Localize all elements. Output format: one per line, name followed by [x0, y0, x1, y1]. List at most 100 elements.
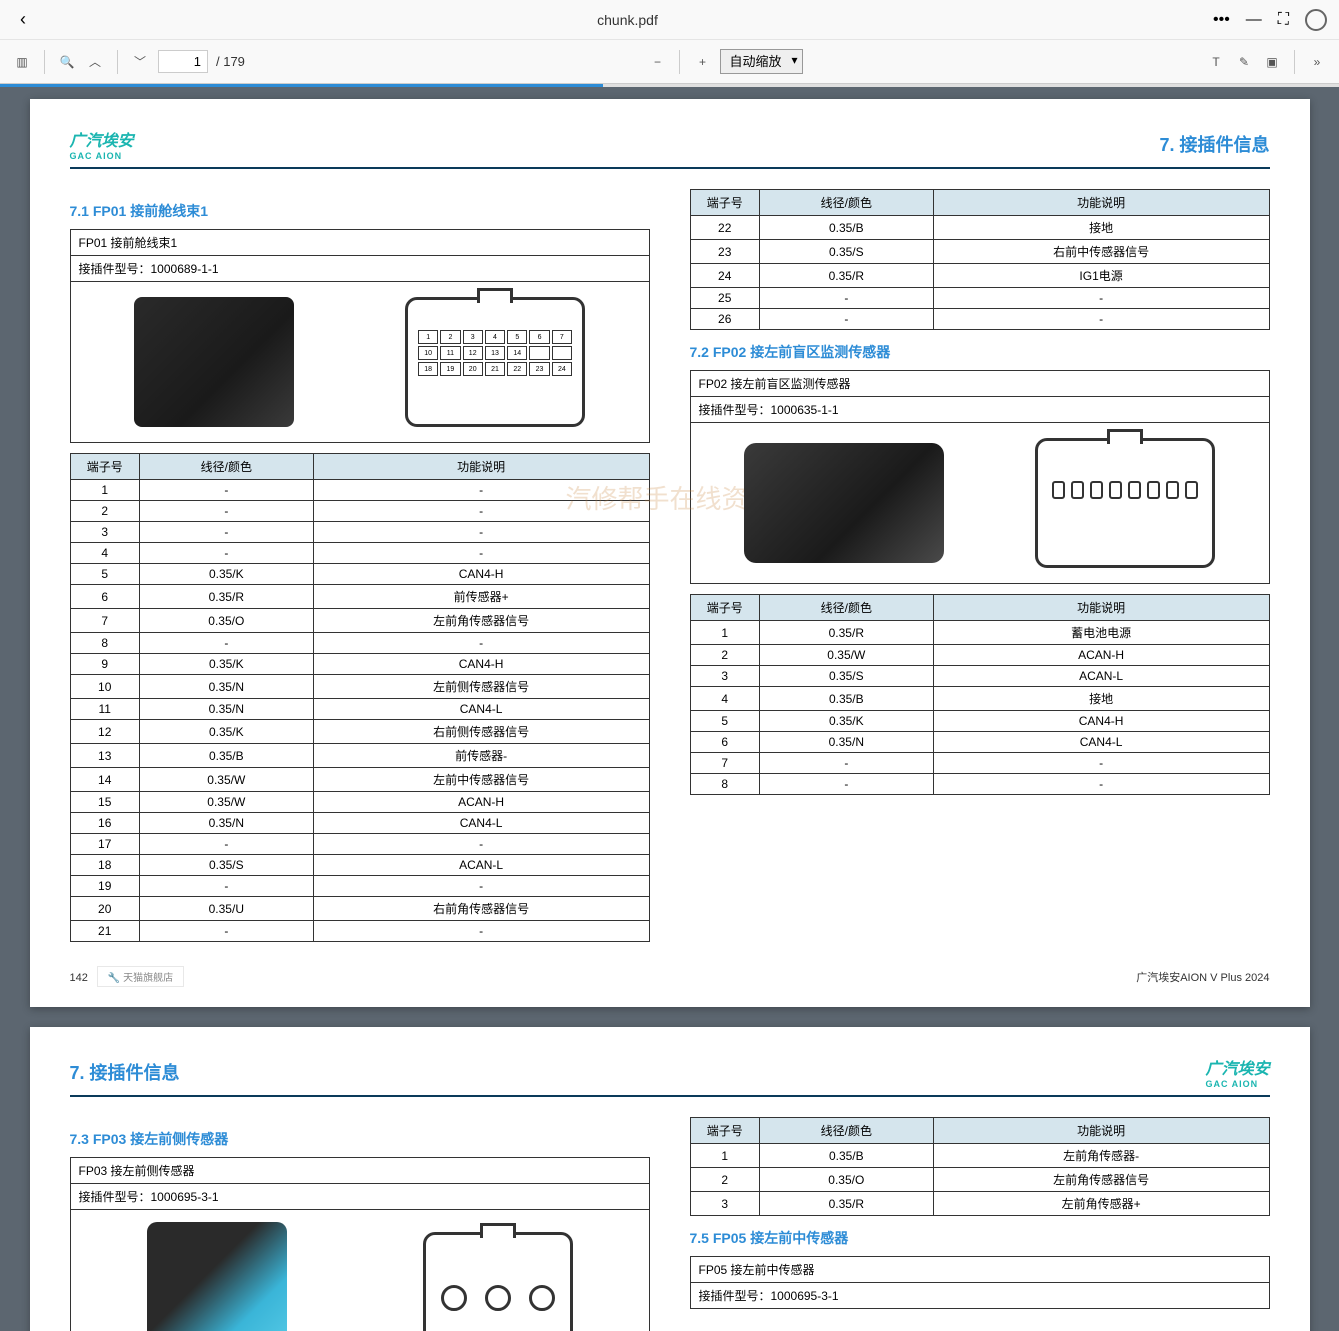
- table-cell: -: [313, 876, 649, 897]
- page-number: 142: [70, 972, 88, 984]
- zoom-select[interactable]: 自动缩放: [720, 49, 803, 74]
- table-cell: 6: [690, 732, 759, 753]
- page-number-input[interactable]: [158, 50, 208, 73]
- table-cell: 0.35/B: [759, 1144, 933, 1168]
- table-row: 120.35/K右前侧传感器信号: [70, 720, 649, 744]
- table-cell: -: [933, 753, 1269, 774]
- connector-name: FP01 接前舱线束1: [71, 230, 649, 256]
- table-cell: 1: [70, 480, 139, 501]
- table-cell: -: [933, 288, 1269, 309]
- page-header: 广汽埃安 GAC AION 7. 接插件信息: [70, 127, 1270, 169]
- table-row: 100.35/N左前侧传感器信号: [70, 675, 649, 699]
- search-icon[interactable]: 🔍: [57, 52, 77, 72]
- pin-row: [426, 1235, 570, 1331]
- page-body: 7.3 FP03 接左前侧传感器 FP03 接左前侧传感器 接插件型号：1000…: [70, 1117, 1270, 1331]
- sidebar-toggle-icon[interactable]: ▥: [12, 52, 32, 72]
- sec73-title: 7.3 FP03 接左前侧传感器: [70, 1129, 650, 1149]
- table-cell: CAN4-H: [313, 564, 649, 585]
- table-cell: -: [313, 633, 649, 654]
- back-button[interactable]: ‹: [12, 5, 34, 34]
- table-row: 10.35/R蓄电池电源: [690, 621, 1269, 645]
- table-cell: -: [759, 774, 933, 795]
- table-cell: 25: [690, 288, 759, 309]
- text-tool-icon[interactable]: T: [1206, 52, 1226, 72]
- zoom-out-icon[interactable]: −: [647, 52, 667, 72]
- table-cell: 2: [690, 1168, 759, 1192]
- table-row: 2--: [70, 501, 649, 522]
- table-cell: CAN4-L: [933, 732, 1269, 753]
- table-cell: 0.35/N: [139, 813, 313, 834]
- table-row: 50.35/KCAN4-H: [70, 564, 649, 585]
- table-cell: CAN4-H: [933, 711, 1269, 732]
- connector-photo: [147, 1222, 287, 1331]
- right-column: 端子号 线径/颜色 功能说明 10.35/B左前角传感器-20.35/O左前角传…: [690, 1117, 1270, 1331]
- table-cell: -: [933, 774, 1269, 795]
- table-cell: 0.35/S: [759, 240, 933, 264]
- page-body: 7.1 FP01 接前舱线束1 FP01 接前舱线束1 接插件型号：100068…: [70, 189, 1270, 942]
- table-cell: 0.35/N: [139, 675, 313, 699]
- table-cell: 左前侧传感器信号: [313, 675, 649, 699]
- th-wire: 线径/颜色: [759, 190, 933, 216]
- fullscreen-icon[interactable]: ⛶: [1278, 11, 1289, 29]
- table-row: 17--: [70, 834, 649, 855]
- table-cell: -: [759, 309, 933, 330]
- table-cell: 左前角传感器信号: [933, 1168, 1269, 1192]
- table-row: 7--: [690, 753, 1269, 774]
- table-row: 90.35/KCAN4-H: [70, 654, 649, 675]
- brand-sub: GAC AION: [1205, 1079, 1269, 1089]
- table-cell: 20: [70, 897, 139, 921]
- more-icon[interactable]: •••: [1213, 11, 1230, 29]
- table-cell: 0.35/R: [759, 1192, 933, 1216]
- titlebar: ‹ chunk.pdf ••• — ⛶: [0, 0, 1339, 40]
- th-pin: 端子号: [690, 1118, 759, 1144]
- left-column: 7.1 FP01 接前舱线束1 FP01 接前舱线束1 接插件型号：100068…: [70, 189, 650, 942]
- table-cell: 0.35/R: [139, 585, 313, 609]
- table-row: 130.35/B前传感器-: [70, 744, 649, 768]
- image-tool-icon[interactable]: ▣: [1262, 52, 1282, 72]
- table-row: 220.35/B接地: [690, 216, 1269, 240]
- table-row: 230.35/S右前中传感器信号: [690, 240, 1269, 264]
- th-func: 功能说明: [933, 1118, 1269, 1144]
- table-cell: 左前角传感器-: [933, 1144, 1269, 1168]
- table-cell: 8: [690, 774, 759, 795]
- connector-photo: [744, 443, 944, 563]
- sec73-connector-box: FP03 接左前侧传感器 接插件型号：1000695-3-1: [70, 1157, 650, 1331]
- table-cell: ACAN-H: [313, 792, 649, 813]
- table-row: 3--: [70, 522, 649, 543]
- table-cell: -: [313, 543, 649, 564]
- table-cell: -: [139, 480, 313, 501]
- th-func: 功能说明: [933, 595, 1269, 621]
- target-icon[interactable]: [1305, 9, 1327, 31]
- prev-page-icon[interactable]: ︿: [85, 52, 105, 72]
- draw-tool-icon[interactable]: ✎: [1234, 52, 1254, 72]
- brand-sub: GAC AION: [70, 151, 134, 161]
- table-cell: 0.35/U: [139, 897, 313, 921]
- th-pin: 端子号: [70, 454, 139, 480]
- next-page-icon[interactable]: ﹀: [130, 52, 150, 72]
- table-cell: -: [759, 753, 933, 774]
- table-cell: 0.35/N: [139, 699, 313, 720]
- sec71b-tbody: 220.35/B接地230.35/S右前中传感器信号240.35/RIG1电源2…: [690, 216, 1269, 330]
- pdf-page-1: 汽修帮手在线资料 广汽埃安 GAC AION 7. 接插件信息 7.1 FP01…: [30, 99, 1310, 1007]
- table-cell: -: [139, 834, 313, 855]
- table-cell: 0.35/K: [139, 654, 313, 675]
- table-cell: 11: [70, 699, 139, 720]
- pdf-viewport[interactable]: 汽修帮手在线资料 广汽埃安 GAC AION 7. 接插件信息 7.1 FP01…: [0, 87, 1339, 1331]
- table-cell: -: [139, 633, 313, 654]
- table-row: 50.35/KCAN4-H: [690, 711, 1269, 732]
- table-cell: 0.35/B: [759, 216, 933, 240]
- table-cell: 0.35/R: [759, 621, 933, 645]
- table-cell: 3: [690, 1192, 759, 1216]
- table-row: 1--: [70, 480, 649, 501]
- section-title: 7. 接插件信息: [70, 1059, 180, 1085]
- sec71-title: 7.1 FP01 接前舱线束1: [70, 201, 650, 221]
- table-cell: 0.35/W: [759, 645, 933, 666]
- table-cell: 5: [70, 564, 139, 585]
- sec72-tbody: 10.35/R蓄电池电源20.35/WACAN-H30.35/SACAN-L40…: [690, 621, 1269, 795]
- table-cell: 12: [70, 720, 139, 744]
- table-row: 20.35/WACAN-H: [690, 645, 1269, 666]
- chevrons-icon[interactable]: »: [1307, 52, 1327, 72]
- zoom-in-icon[interactable]: +: [692, 52, 712, 72]
- minimize-icon[interactable]: —: [1246, 11, 1262, 29]
- table-cell: 0.35/K: [759, 711, 933, 732]
